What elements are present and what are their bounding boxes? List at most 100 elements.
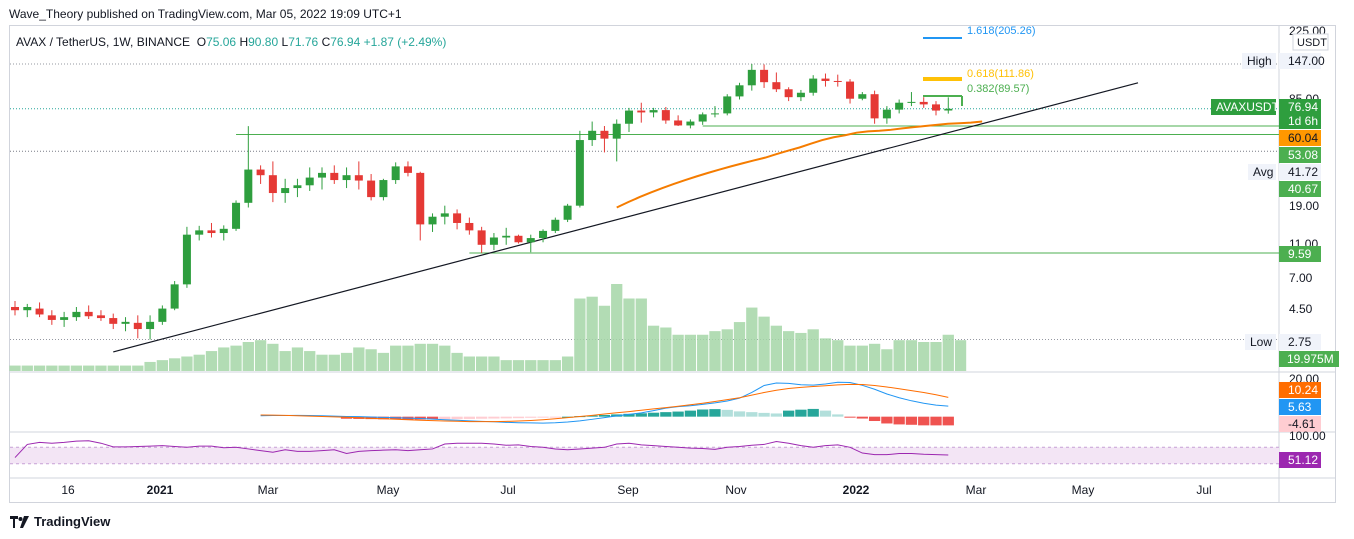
candle-body: [846, 81, 855, 99]
candle-body: [158, 308, 167, 322]
macd-histogram-bar: [856, 416, 868, 419]
avg-price-label: 41.72: [1288, 165, 1318, 179]
candle-body: [600, 130, 609, 139]
volume-bar: [181, 356, 193, 371]
price-axis-tick: 7.00: [1289, 271, 1313, 285]
volume-bar: [795, 332, 807, 371]
candle-body: [489, 237, 498, 245]
volume-bar: [574, 298, 586, 371]
volume-bar: [205, 351, 218, 371]
candle-body: [575, 140, 584, 206]
macd-histogram-bar: [463, 416, 475, 419]
volume-bar: [169, 358, 181, 371]
candle-body: [342, 175, 351, 181]
volume-bar: [230, 345, 242, 371]
volume-bar: [660, 327, 672, 371]
currency-label: USDT: [1297, 37, 1327, 49]
candle-body: [502, 235, 511, 238]
candle-body: [858, 94, 867, 99]
candle-body: [35, 308, 44, 315]
candle-body: [391, 166, 400, 181]
volume-bar: [33, 365, 46, 371]
volume-bar: [107, 365, 119, 371]
candle-body: [735, 85, 744, 97]
volume-bar: [21, 365, 33, 371]
volume-bar: [144, 361, 156, 371]
level-60-label-bg: [1279, 130, 1321, 146]
candle-body: [47, 315, 56, 320]
time-axis-tick: Mar: [966, 483, 987, 497]
candle-body: [514, 235, 523, 243]
macd-histogram-bar: [476, 416, 488, 419]
volume-bar: [254, 340, 267, 371]
macd-histogram-bar: [451, 416, 463, 420]
volume-bar: [377, 352, 390, 371]
open-value: 75.06: [206, 35, 237, 49]
macd-histogram-bar: [672, 411, 684, 417]
candle-body: [919, 101, 928, 105]
candle-body: [268, 175, 277, 194]
macd-signal-label: 10.24: [1288, 383, 1318, 397]
time-axis-tick: May: [377, 483, 400, 497]
candle-body: [944, 108, 953, 111]
volume-bar: [328, 354, 340, 371]
time-axis-tick: May: [1072, 483, 1095, 497]
symbol-title[interactable]: AVAX / TetherUS, 1W, BINANCE: [16, 35, 191, 49]
current-price-bg: [1279, 99, 1321, 129]
time-axis-tick: Jul: [1196, 483, 1211, 497]
countdown-label: 1d 6h: [1288, 114, 1318, 128]
candle-body: [60, 317, 69, 320]
fib-1618-label: 1.618(205.26): [967, 25, 1036, 37]
candle-body: [477, 230, 486, 245]
tradingview-footer[interactable]: TradingView: [10, 514, 110, 529]
fib-0618-band: [923, 77, 962, 81]
macd-histogram-bar: [512, 416, 525, 419]
volume-bar: [537, 360, 549, 371]
rsi-band: [10, 447, 1279, 464]
volume-bar: [746, 307, 758, 371]
candle-body: [305, 177, 314, 186]
candle-body: [440, 213, 449, 217]
macd-histogram-bar: [942, 416, 954, 426]
high-tag-bg: [1242, 53, 1276, 69]
macd-hist-label-bg: [1279, 416, 1321, 432]
candle-body: [256, 169, 265, 176]
candle-body: [109, 318, 118, 324]
high-value: 90.80: [248, 35, 279, 49]
candle-body: [760, 69, 769, 83]
macd-histogram-bar: [893, 416, 905, 425]
candle-body: [465, 222, 474, 231]
level-53-label-bg: [1279, 147, 1321, 163]
price-axis-tick: 19.00: [1289, 199, 1319, 213]
candle-body: [453, 213, 462, 223]
candle-body: [809, 78, 818, 93]
candle-body: [882, 109, 891, 119]
volume-bar: [476, 356, 488, 371]
candle-body: [625, 110, 633, 124]
macd-signal-label-bg: [1279, 382, 1321, 398]
volume-bar: [218, 347, 230, 371]
level-53-label: 53.08: [1288, 148, 1318, 162]
symbol-legend: AVAX / TetherUS, 1W, BINANCE O75.06 H90.…: [16, 35, 446, 49]
price-axis-tick: 4.50: [1289, 302, 1313, 316]
macd-value-label-bg: [1279, 399, 1321, 415]
volume-bar: [733, 322, 746, 371]
volume-bar: [684, 334, 697, 371]
high-tag: High: [1247, 54, 1272, 68]
volume-bar: [844, 345, 856, 371]
volume-bar: [119, 365, 132, 371]
candle-body: [526, 238, 535, 243]
candle-body: [661, 110, 670, 121]
volume-bar: [623, 298, 635, 371]
volume-bar: [954, 340, 967, 371]
volume-bar: [930, 342, 942, 371]
close-label: C: [321, 35, 331, 49]
macd-histogram-bar: [439, 416, 451, 420]
volume-bar: [770, 325, 782, 371]
macd-histogram-bar: [500, 416, 512, 419]
rsi-value-label-bg: [1279, 452, 1321, 468]
time-axis-tick: Nov: [725, 483, 746, 497]
candle-body: [710, 113, 719, 115]
volume-bar: [402, 345, 414, 371]
